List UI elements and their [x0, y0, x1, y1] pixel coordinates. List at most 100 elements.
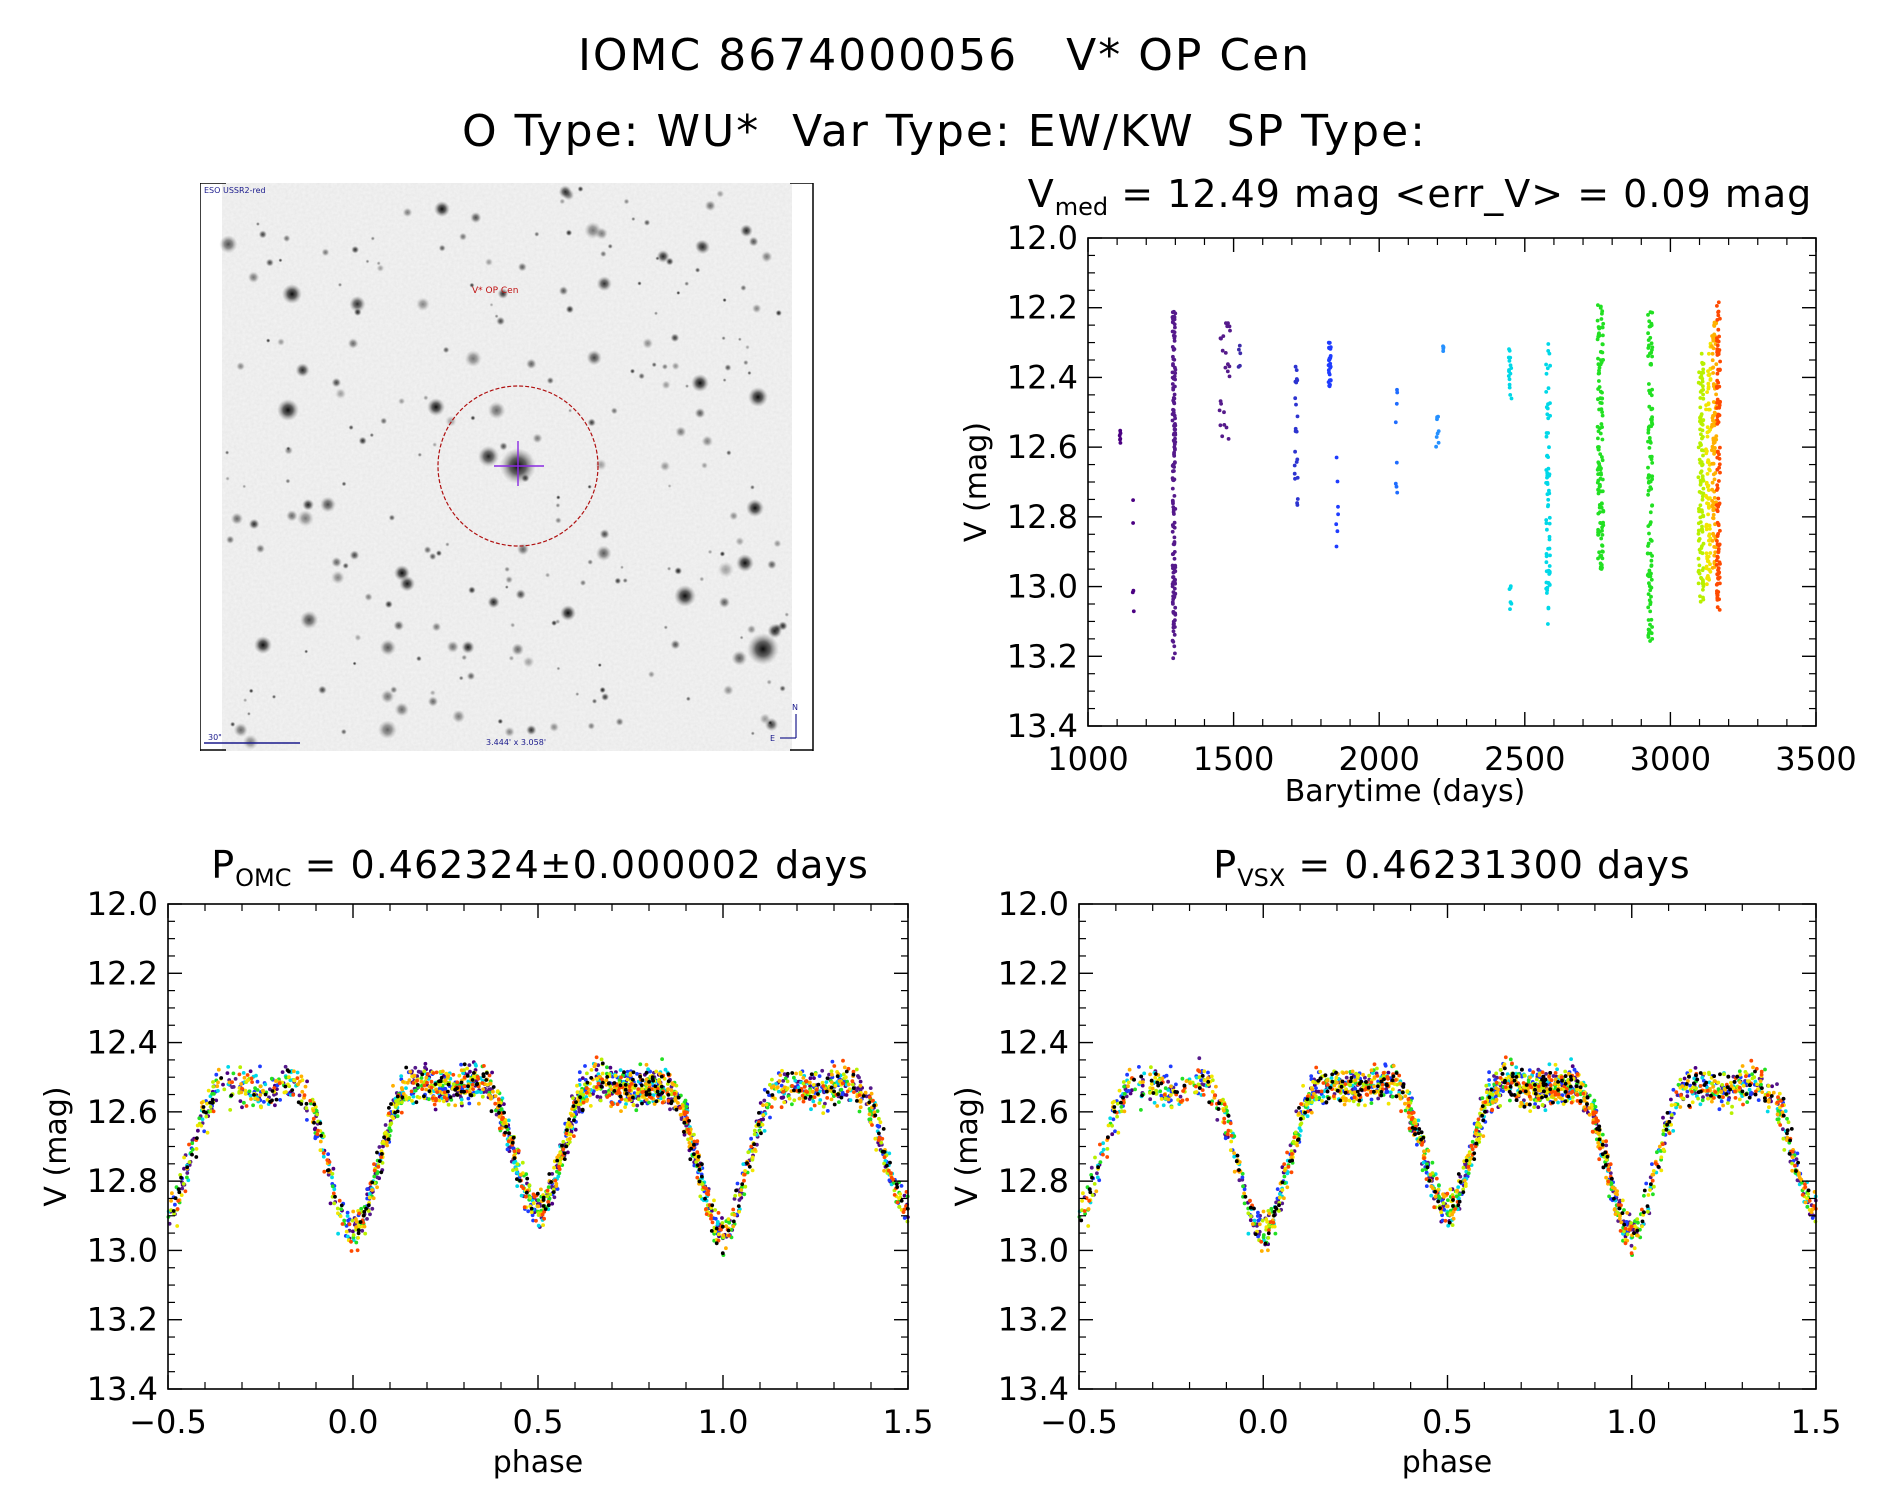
data-point [249, 1076, 254, 1081]
data-point [370, 1188, 375, 1192]
data-point [692, 1152, 696, 1157]
data-point [480, 1094, 485, 1099]
data-point [712, 1198, 716, 1203]
data-point [1172, 450, 1176, 455]
data-point [572, 1118, 576, 1123]
data-point [1223, 365, 1228, 370]
star [248, 518, 260, 530]
data-point [599, 1084, 604, 1089]
data-point [1544, 518, 1549, 522]
data-point [1171, 348, 1176, 352]
star [242, 484, 247, 489]
data-point [1506, 374, 1511, 378]
data-point [433, 1082, 438, 1086]
data-point [313, 1136, 318, 1141]
data-point [502, 1110, 506, 1115]
star [504, 726, 515, 738]
data-point [1599, 567, 1604, 571]
data-point [1650, 474, 1655, 479]
data-point [255, 1097, 260, 1102]
data-point [1294, 402, 1298, 407]
star [469, 282, 475, 288]
star [282, 284, 302, 304]
data-point [541, 1198, 546, 1202]
data-point [391, 1083, 395, 1088]
data-point [844, 1093, 849, 1097]
data-point [901, 1210, 906, 1214]
data-point [817, 1101, 822, 1105]
data-point [255, 1079, 260, 1084]
star [435, 550, 443, 557]
data-point [830, 1059, 835, 1064]
data-point [1544, 390, 1549, 394]
star [352, 661, 357, 666]
data-point [668, 1107, 672, 1112]
data-point [1699, 374, 1704, 379]
data-point [1161, 1103, 1166, 1108]
data-point [1705, 495, 1709, 500]
data-point [1173, 416, 1177, 421]
data-point [627, 1088, 632, 1093]
data-point [1600, 437, 1605, 442]
star [716, 189, 725, 198]
data-point [1507, 382, 1512, 387]
data-point [1650, 387, 1654, 392]
data-point [231, 1085, 236, 1089]
data-point [488, 1096, 493, 1101]
data-point [882, 1155, 887, 1160]
y-axis-label: V (mag) [39, 1086, 74, 1206]
data-point [1163, 1086, 1168, 1091]
data-point [212, 1092, 216, 1096]
star [470, 211, 482, 224]
data-point [639, 1083, 644, 1088]
data-point [506, 1139, 511, 1144]
data-point [868, 1086, 873, 1090]
data-point [882, 1168, 886, 1173]
data-point [285, 1068, 290, 1073]
data-point [1648, 310, 1653, 315]
data-point [1386, 1070, 1391, 1075]
data-point [1648, 520, 1653, 525]
data-point [387, 1111, 391, 1116]
data-point [762, 1129, 767, 1133]
star [348, 424, 354, 431]
data-point [770, 1077, 774, 1082]
data-point [431, 1071, 436, 1075]
data-point [1646, 439, 1650, 444]
data-point [347, 1222, 352, 1227]
data-point [274, 1079, 278, 1083]
data-point [1649, 362, 1653, 367]
data-point [564, 1131, 569, 1136]
data-point [785, 1079, 790, 1084]
data-point [531, 1192, 536, 1197]
data-point [229, 1093, 234, 1098]
data-point [1344, 1075, 1349, 1080]
data-point [505, 1147, 510, 1152]
data-point [451, 1072, 456, 1077]
data-point [687, 1119, 691, 1123]
data-point [655, 1089, 660, 1094]
y-tick-label: 13.4 [1007, 707, 1078, 745]
star [230, 721, 236, 727]
x-tick-label: 1.0 [698, 1403, 749, 1441]
data-point [880, 1149, 885, 1154]
data-point [273, 1103, 277, 1108]
data-point [1328, 378, 1333, 383]
data-point [825, 1096, 830, 1100]
star [496, 316, 506, 326]
data-point [1508, 355, 1513, 360]
data-point [745, 1161, 749, 1165]
data-point [1716, 550, 1721, 555]
data-point [1715, 455, 1720, 460]
data-point [1295, 497, 1300, 501]
data-point [605, 1065, 609, 1070]
star [775, 309, 782, 317]
data-point [662, 1095, 666, 1099]
data-point [427, 1097, 431, 1102]
data-point [1597, 331, 1601, 336]
data-point [411, 1081, 416, 1085]
star [555, 502, 561, 508]
data-point [782, 1072, 787, 1077]
target-label: V* OP Cen [472, 286, 518, 296]
data-point [330, 1175, 334, 1180]
